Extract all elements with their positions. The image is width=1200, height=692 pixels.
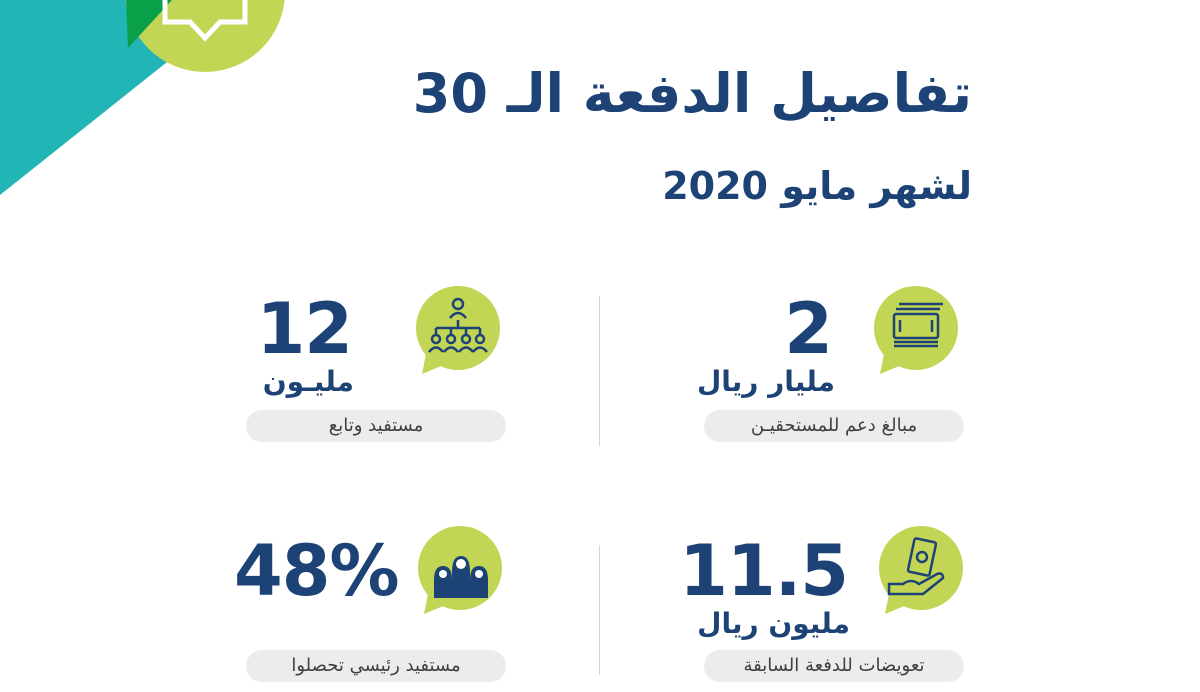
stat-caption: مبالغ دعم للمستحقيـن [704,410,964,442]
stat-beneficiaries: 12 مليـون مستفيد وتابع [222,282,522,452]
stat-support-amount: 2 مليار ريال مبالغ دعم للمستحقيـن [680,282,980,452]
stat-value: 48% [234,530,400,612]
stat-caption: تعويضات للدفعة السابقة [704,650,964,682]
stat-unit: مليـون [262,365,354,398]
divider [599,296,600,446]
stat-caption: مستفيد وتابع [246,410,506,442]
page-subtitle: لشهر مايو 2020 [662,164,972,208]
stat-main-beneficiaries: 48% مستفيد رئيسي تحصلوا [222,522,522,692]
org-people-icon [412,284,504,376]
stat-caption: مستفيد رئيسي تحصلوا [246,650,506,682]
corner-decoration [0,0,285,195]
hand-cash-icon [875,524,967,616]
stat-compensation: 11.5 مليون ريال تعويضات للدفعة السابقة [679,522,980,692]
stat-unit: مليون ريال [697,607,850,640]
stat-value: 2 [784,288,833,370]
page-title: تفاصيل الدفعة الـ 30 [412,62,972,125]
logo-outline-icon [162,0,248,42]
family-icon [414,524,506,616]
divider [599,545,600,675]
stat-unit: مليار ريال [696,365,835,398]
stat-value: 12 [256,288,353,370]
stat-value: 11.5 [679,530,849,612]
money-stack-icon [870,284,962,376]
